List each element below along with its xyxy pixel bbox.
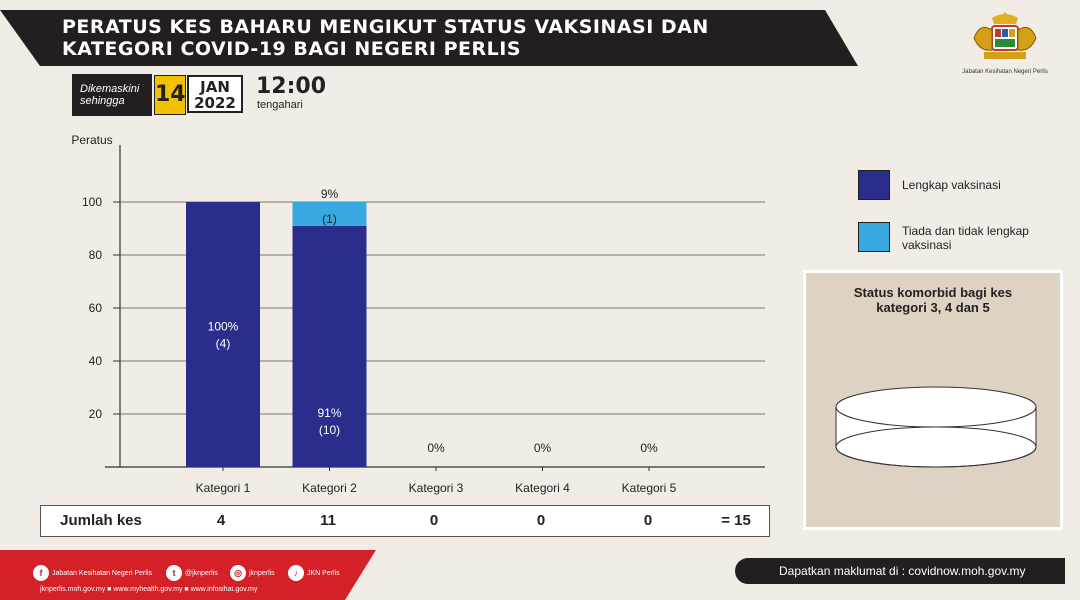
comorbid-panel: Status komorbid bagi kes kategori 3, 4 d… [803,270,1063,530]
legend-swatch-tiada [858,222,890,252]
legend-label-lengkap: Lengkap vaksinasi [902,178,1001,192]
instagram-icon: ◎ [230,565,246,581]
data-count-series1-kategori-2: (10) [319,423,340,437]
social-twitter-label: @jknperlis [185,569,218,577]
legend-item-tiada: Tiada dan tidak lengkap vaksinasi [858,222,1058,274]
x-tick-label-4: Kategori 4 [515,481,570,495]
data-label-series1-kategori-4: 0% [534,441,552,455]
x-tick-label-5: Kategori 5 [622,481,677,495]
comorbid-empty-pie [835,386,1037,468]
facebook-icon: f [33,565,49,581]
x-tick-label-2: Kategori 2 [302,481,357,495]
social-tiktok-label: JKN Perlis [307,569,340,577]
update-time: 12:00 [256,74,327,99]
update-label-line2: sehingga [80,95,125,107]
calendar-year: 2022 [194,94,236,112]
chart-title-line1: PERATUS KES BAHARU MENGIKUT STATUS VAKSI… [62,16,709,38]
data-count-series1-kategori-1: (4) [216,337,231,351]
y-axis-label: Peratus [71,133,112,147]
total-kategori-2: 11 [320,512,336,529]
calendar-month-year: JAN 2022 [187,75,243,113]
data-label-series1-kategori-3: 0% [427,441,445,455]
bar-series1-kategori-2 [292,225,367,467]
data-label-series1-kategori-2: 91% [317,406,341,420]
x-tick-label-3: Kategori 3 [409,481,464,495]
legend-swatch-lengkap [858,170,890,200]
chart-legend: Lengkap vaksinasi Tiada dan tidak lengka… [858,170,1058,274]
total-cases-row: Jumlah kes 4 11 0 0 0 = 15 [40,505,770,537]
comorbid-title: Status komorbid bagi kes kategori 3, 4 d… [806,285,1060,315]
comorbid-title-line2: kategori 3, 4 dan 5 [876,300,990,315]
data-count-series2-kategori-2: (1) [322,212,337,226]
calendar-day: 14 [154,75,186,115]
data-label-series1-kategori-1: 100% [208,320,239,334]
update-label-line1: Dikemaskini [80,83,140,95]
crest-logo [973,12,1037,59]
social-twitter[interactable]: t @jknperlis [166,565,218,581]
tiktok-icon: ♪ [288,565,304,581]
y-tick-label-80: 80 [89,248,103,262]
total-kategori-5: 0 [643,512,653,529]
title-banner [0,10,858,66]
update-time-label: tengahari [257,99,303,111]
social-instagram[interactable]: ◎ jknperlis [230,565,275,581]
legend-label-tiada: Tiada dan tidak lengkap vaksinasi [902,224,1029,252]
x-tick-label-1: Kategori 1 [196,481,251,495]
social-instagram-label: jknperlis [249,569,275,577]
y-tick-label-60: 60 [89,301,103,315]
total-label: Jumlah kes [60,512,142,529]
twitter-icon: t [166,565,182,581]
y-tick-label-20: 20 [89,407,103,421]
social-tiktok[interactable]: ♪ JKN Perlis [288,565,340,581]
footer-info-pill[interactable]: Dapatkan maklumat di : covidnow.moh.gov.… [735,558,1065,584]
y-tick-label-100: 100 [82,195,102,209]
comorbid-title-line1: Status komorbid bagi kes [853,285,1013,300]
footer-links[interactable]: jknperlis.moh.gov.my ■ www.myhealth.gov.… [40,586,258,593]
footer-red-banner [0,550,376,600]
total-kategori-4: 0 [536,512,546,529]
chart-title-line2: KATEGORI COVID-19 BAGI NEGERI PERLIS [62,38,522,60]
total-kategori-3: 0 [429,512,439,529]
update-label: Dikemaskini sehingga [72,74,152,116]
y-tick-label-40: 40 [89,354,103,368]
total-kategori-1: 4 [216,512,226,529]
bar-series1-kategori-1 [186,202,260,467]
social-facebook[interactable]: f Jabatan Kesihatan Negeri Perlis [33,565,152,581]
data-label-series2-kategori-2: 9% [321,187,339,201]
logo-caption: Jabatan Kesihatan Negeri Perlis [962,69,1048,75]
total-sum: = 15 [721,512,751,529]
social-facebook-label: Jabatan Kesihatan Negeri Perlis [52,569,153,577]
data-label-series1-kategori-5: 0% [640,441,658,455]
calendar-month: JAN [200,78,230,96]
bar-series2-kategori-2 [292,202,367,226]
legend-item-lengkap: Lengkap vaksinasi [858,170,1058,222]
